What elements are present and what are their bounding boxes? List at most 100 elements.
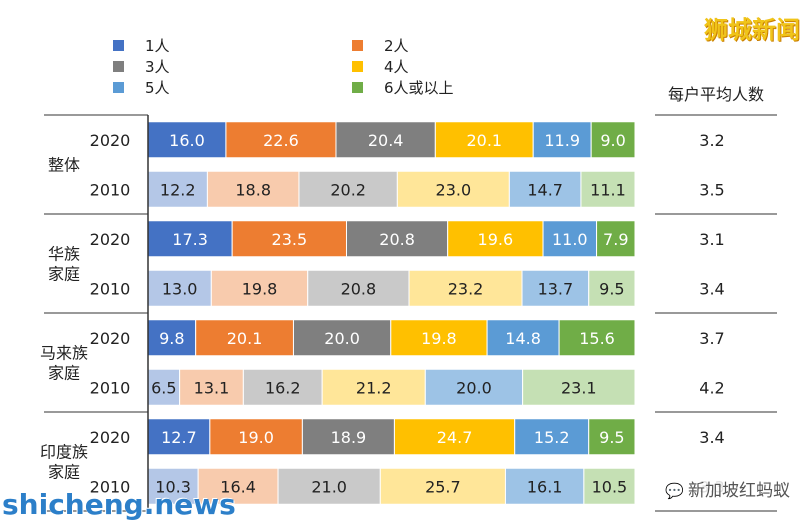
bar-segment [532,121,592,159]
data-label: 15.2 [534,428,570,447]
bar-segment [390,319,488,357]
data-label: 16.0 [169,131,205,150]
year-label: 2020 [90,230,131,249]
bar-segment [147,269,212,307]
data-label: 19.0 [238,428,274,447]
bar-segment [486,319,560,357]
data-label: 13.0 [162,279,198,298]
avg-value: 3.4 [699,279,724,298]
bar-segment [231,220,347,258]
chat-bubble-icon: 💬 [665,482,684,500]
watermark-left: shicheng.news [2,488,236,521]
legend-label: 2人 [384,37,409,55]
bar-segment [147,418,211,456]
bar-segment [298,170,398,208]
bar-segment [147,220,233,258]
bar-segment [210,269,309,307]
bar-segment [147,319,197,357]
data-label: 9.0 [600,131,625,150]
bar-segment [147,467,199,505]
bar-segment [379,467,506,505]
group-label: 印度族家庭 [40,443,88,482]
legend-swatch [113,61,124,72]
data-label: 16.4 [220,477,256,496]
bar-segment [225,121,337,159]
bar-segment [307,269,410,307]
bar-segment [335,121,436,159]
data-label: 12.7 [161,428,197,447]
avg-value: 3.5 [699,180,724,199]
data-label: 18.9 [331,428,367,447]
data-label: 10.3 [155,477,191,496]
bar-segment [588,269,636,307]
data-label: 9.8 [159,329,184,348]
legend-swatch [352,40,363,51]
bar-segment [583,467,636,505]
bar-segment [596,220,636,258]
watermark-right: 💬 新加坡红蚂蚁 [661,474,794,503]
data-label: 14.7 [527,180,563,199]
data-label: 21.0 [311,477,347,496]
data-label: 20.0 [456,378,492,397]
avg-value: 3.1 [699,230,724,249]
data-label: 11.0 [552,230,588,249]
data-label: 19.8 [242,279,278,298]
data-label: 24.7 [437,428,473,447]
bar-segment [424,368,524,406]
data-label: 10.5 [592,477,628,496]
group-label: 华族家庭 [48,245,80,284]
data-label: 11.1 [590,180,626,199]
legend-label: 5人 [145,79,170,97]
data-label: 20.1 [227,329,263,348]
data-label: 22.6 [263,131,299,150]
legend-swatch [113,40,124,51]
group-label: 马来族家庭 [40,344,88,383]
brand-logo-text: 狮城新闻 [704,16,800,44]
bar-segment [147,368,181,406]
data-label: 20.8 [341,279,377,298]
bar-segment [197,467,279,505]
bar-segment [588,418,636,456]
data-label: 9.5 [599,279,624,298]
data-label: 23.5 [272,230,308,249]
legend-label: 1人 [145,37,170,55]
bar-segment [580,170,636,208]
data-label: 18.8 [235,180,271,199]
bar-segment [206,170,300,208]
data-label: 20.2 [330,180,366,199]
bar-segment [558,319,636,357]
year-label: 2010 [90,180,131,199]
bar-segment [393,418,516,456]
avg-header: 每户平均人数 [668,85,764,104]
data-label: 23.0 [436,180,472,199]
data-label: 13.1 [194,378,230,397]
year-label: 2020 [90,428,131,447]
legend-label: 4人 [384,58,409,76]
avg-value: 3.2 [699,131,724,150]
avg-value: 3.7 [699,329,724,348]
bar-segment [522,368,636,406]
data-label: 17.3 [172,230,208,249]
data-label: 20.8 [379,230,415,249]
group-label: 整体 [48,156,80,175]
bar-segment [514,418,590,456]
data-label: 19.8 [421,329,457,348]
bar-segment [321,368,426,406]
avg-value: 3.4 [699,428,724,447]
bar-segment [301,418,395,456]
data-label: 15.6 [579,329,615,348]
data-label: 20.4 [368,131,404,150]
data-label: 19.6 [478,230,514,249]
avg-value: 4.2 [699,378,724,397]
data-label: 11.9 [544,131,580,150]
bar-segment [521,269,590,307]
bar-segment [408,269,523,307]
year-label: 2010 [90,279,131,298]
year-label: 2020 [90,329,131,348]
bar-segment [209,418,303,456]
watermark-right-text: 新加坡红蚂蚁 [688,481,790,501]
bar-segment [147,121,227,159]
year-label: 2010 [90,378,131,397]
legend-label: 6人或以上 [384,79,454,97]
